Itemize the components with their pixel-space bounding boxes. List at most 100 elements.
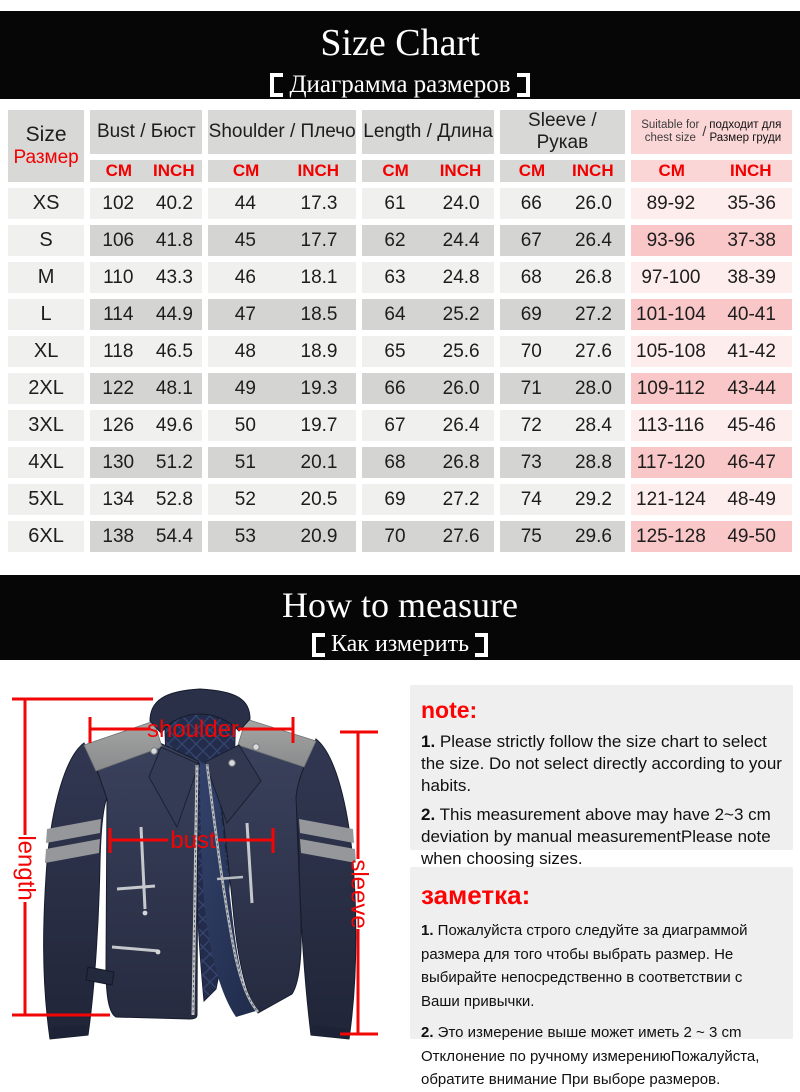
value: 118 [103, 340, 134, 362]
value: 40-41 [727, 303, 776, 325]
value-cell: 102 40.2 [90, 188, 203, 219]
value: 117-120 [636, 451, 706, 473]
value-cell: 138 54.4 [90, 521, 203, 552]
table-row: S 106 41.8 45 17.7 62 24.4 67 26.4 93-96 37-38 [8, 225, 792, 256]
value-cell: 105-108 41-42 [630, 336, 792, 367]
value: 26.4 [442, 414, 480, 436]
note-box-en: note: 1. Please strictly follow the size… [410, 685, 793, 868]
value-cell: 61 24.0 [361, 188, 495, 219]
value: 28.4 [574, 414, 612, 436]
value: 17.7 [300, 229, 338, 251]
left-lenticular-bracket-icon [270, 73, 284, 97]
value-cell: 70 27.6 [500, 336, 625, 367]
value-cell: 47 18.5 [208, 299, 356, 330]
size-cell: 6XL [8, 521, 85, 552]
how-to-measure-banner: How to measure Как измерить [0, 575, 800, 660]
units-row: CM INCH CM INCH CM INCH CM INCH CM INCH [8, 160, 792, 182]
value: 101-104 [636, 303, 706, 325]
value: 61 [384, 192, 406, 214]
size-table: Size Размер Bust / Бюст Shoulder / Плечо… [2, 104, 798, 558]
size-cell: 2XL [8, 373, 85, 404]
table-row: XL 118 46.5 48 18.9 65 25.6 70 27.6 105-108 41-42 [8, 336, 792, 367]
value: 105-108 [636, 340, 706, 362]
value-cell: 113-116 45-46 [630, 410, 792, 441]
value-cell: 68 26.8 [361, 447, 495, 478]
value: 25.2 [442, 303, 480, 325]
value: 63 [384, 266, 406, 288]
size-cell: XL [8, 336, 85, 367]
note-en-heading: note: [421, 697, 478, 723]
right-lenticular-bracket-icon [475, 632, 489, 657]
value: 47 [234, 303, 256, 325]
value: 68 [384, 451, 406, 473]
value: 71 [520, 377, 542, 399]
zipper-lines [111, 763, 259, 1016]
value-cell: 75 29.6 [500, 521, 625, 552]
value: 49 [234, 377, 256, 399]
value-cell: 45 17.7 [208, 225, 356, 256]
value: 24.8 [442, 266, 480, 288]
value-cell: 109-112 43-44 [630, 373, 792, 404]
note-en-item-1: 1. Please strictly follow the size chart… [421, 732, 782, 795]
size-cell: 3XL [8, 410, 85, 441]
right-lenticular-bracket-icon [516, 73, 530, 97]
value-cell: 53 20.9 [208, 521, 356, 552]
size-header-en: Size [25, 123, 67, 146]
value: 26.8 [574, 266, 612, 288]
size-header-ru: Размер [13, 147, 79, 169]
value-cell: 125-128 49-50 [630, 521, 792, 552]
value: 66 [384, 377, 406, 399]
value: 69 [384, 488, 406, 510]
size-chart-title: Size Chart [320, 22, 480, 64]
value: 67 [384, 414, 406, 436]
value: 28.0 [574, 377, 612, 399]
measurement-overlay [12, 697, 378, 1036]
left-lenticular-bracket-icon [311, 632, 325, 657]
note-box-ru: заметка: 1. Пожалуйста строго следуйте з… [410, 867, 793, 1088]
note-ru-heading: заметка: [421, 880, 531, 910]
value: 24.0 [442, 192, 480, 214]
measure-section: shoulder bust length sleeve note: 1. Ple… [0, 660, 800, 1088]
size-chart-banner: Size Chart Диаграмма размеров [0, 11, 800, 99]
value: 62 [384, 229, 406, 251]
sleeve-column-header: Sleeve / Рукав [500, 110, 625, 154]
value-cell: 97-100 38-39 [630, 262, 792, 293]
value-cell: 62 24.4 [361, 225, 495, 256]
value: 45 [234, 229, 256, 251]
value: 70 [520, 340, 542, 362]
table-row: M 110 43.3 46 18.1 63 24.8 68 26.8 97-100 38-39 [8, 262, 792, 293]
value-cell: 66 26.0 [361, 373, 495, 404]
value-cell: 66 26.0 [500, 188, 625, 219]
value: 26.0 [442, 377, 480, 399]
value: 19.7 [300, 414, 338, 436]
value: 41-42 [727, 340, 776, 362]
value-cell: 68 26.8 [500, 262, 625, 293]
value-cell: 134 52.8 [90, 484, 203, 515]
value: 106 [102, 229, 135, 251]
value: 138 [102, 525, 135, 547]
value-cell: 106 41.8 [90, 225, 203, 256]
value-cell: 49 19.3 [208, 373, 356, 404]
length-column-header: Length / Длина [361, 110, 495, 154]
value: 46 [234, 266, 256, 288]
value: 26.0 [574, 192, 612, 214]
bust-label: bust [170, 827, 216, 854]
size-cell: 4XL [8, 447, 85, 478]
size-cell: M [8, 262, 85, 293]
value: 126 [102, 414, 135, 436]
value: 75 [520, 525, 542, 547]
how-to-measure-subtitle: Как измерить [0, 631, 800, 658]
value-cell: 44 17.3 [208, 188, 356, 219]
value: 40.2 [155, 192, 193, 214]
value: 48.1 [155, 377, 193, 399]
size-chart-subtitle: Диаграмма размеров [0, 71, 800, 99]
value: 73 [520, 451, 542, 473]
value-cell: 48 18.9 [208, 336, 356, 367]
value: 18.1 [300, 266, 338, 288]
size-cell: 5XL [8, 484, 85, 515]
size-cell: S [8, 225, 85, 256]
value: 20.9 [300, 525, 338, 547]
value: 72 [520, 414, 542, 436]
value: 29.2 [574, 488, 612, 510]
value: 28.8 [574, 451, 612, 473]
